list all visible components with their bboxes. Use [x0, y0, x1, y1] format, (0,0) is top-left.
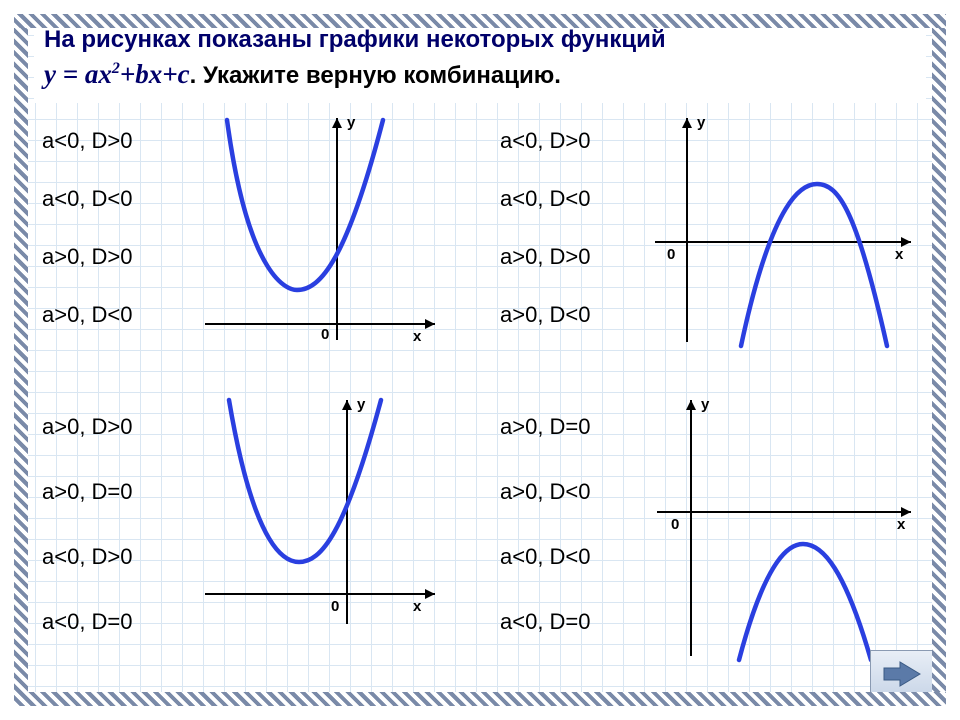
origin-label: 0	[321, 326, 329, 343]
quadrant-tl: a<0, D>0 a<0, D<0 a>0, D>0 a>0, D<0 y x …	[42, 112, 447, 352]
options-tr: a<0, D>0 a<0, D<0 a>0, D>0 a>0, D<0	[500, 112, 645, 344]
option[interactable]: a<0, D<0	[500, 544, 645, 570]
option[interactable]: a<0, D=0	[500, 609, 645, 635]
title-line-1: На рисунках показаны графики некоторых ф…	[44, 26, 666, 53]
next-arrow-icon	[880, 659, 924, 689]
quadrant-br: a>0, D=0 a>0, D<0 a<0, D<0 a<0, D=0 y x …	[500, 394, 923, 664]
plot-bl: y x 0	[187, 394, 447, 644]
option[interactable]: a<0, D>0	[42, 128, 187, 154]
option[interactable]: a<0, D<0	[500, 186, 645, 212]
x-label: x	[413, 598, 421, 615]
x-label: x	[897, 516, 905, 533]
y-label: y	[697, 114, 705, 131]
title-block: На рисунках показаны графики некоторых ф…	[34, 18, 926, 103]
plot-tr: y x 0	[645, 112, 923, 352]
x-arrow-icon	[425, 589, 435, 599]
option[interactable]: a>0, D<0	[500, 479, 645, 505]
option[interactable]: a>0, D<0	[42, 302, 187, 328]
plot-svg	[645, 394, 923, 664]
y-arrow-icon	[686, 400, 696, 410]
plot-tl: y x 0	[187, 112, 447, 352]
option[interactable]: a>0, D<0	[500, 302, 645, 328]
x-label: x	[413, 328, 421, 345]
y-label: y	[701, 396, 709, 413]
plot-br: y x 0	[645, 394, 923, 664]
option[interactable]: a<0, D>0	[500, 128, 645, 154]
option[interactable]: a<0, D>0	[42, 544, 187, 570]
origin-label: 0	[671, 516, 679, 533]
x-label: x	[895, 246, 903, 263]
parabola	[739, 544, 871, 660]
option[interactable]: a<0, D<0	[42, 186, 187, 212]
y-arrow-icon	[342, 400, 352, 410]
y-arrow-icon	[682, 118, 692, 128]
plot-svg	[187, 112, 447, 352]
origin-label: 0	[331, 598, 339, 615]
formula: y = ax2+bx+c	[44, 59, 190, 89]
plot-svg	[187, 394, 447, 644]
option[interactable]: a>0, D=0	[42, 479, 187, 505]
x-arrow-icon	[425, 319, 435, 329]
parabola	[229, 400, 381, 562]
options-br: a>0, D=0 a>0, D<0 a<0, D<0 a<0, D=0	[500, 394, 645, 654]
next-button[interactable]	[870, 650, 934, 698]
option[interactable]: a>0, D>0	[42, 414, 187, 440]
title-line-2: y = ax2+bx+c. Укажите верную комбинацию.	[44, 62, 561, 89]
option[interactable]: a>0, D>0	[42, 244, 187, 270]
options-tl: a<0, D>0 a<0, D<0 a>0, D>0 a>0, D<0	[42, 112, 187, 344]
y-label: y	[347, 114, 355, 131]
y-label: y	[357, 396, 365, 413]
option[interactable]: a>0, D>0	[500, 244, 645, 270]
option[interactable]: a>0, D=0	[500, 414, 645, 440]
parabola	[227, 120, 383, 290]
parabola	[741, 184, 887, 346]
quadrant-tr: a<0, D>0 a<0, D<0 a>0, D>0 a>0, D<0 y x …	[500, 112, 923, 352]
quadrant-bl: a>0, D>0 a>0, D=0 a<0, D>0 a<0, D=0 y x …	[42, 394, 447, 654]
option[interactable]: a<0, D=0	[42, 609, 187, 635]
plot-svg	[645, 112, 923, 352]
options-bl: a>0, D>0 a>0, D=0 a<0, D>0 a<0, D=0	[42, 394, 187, 654]
origin-label: 0	[667, 246, 675, 263]
y-arrow-icon	[332, 118, 342, 128]
